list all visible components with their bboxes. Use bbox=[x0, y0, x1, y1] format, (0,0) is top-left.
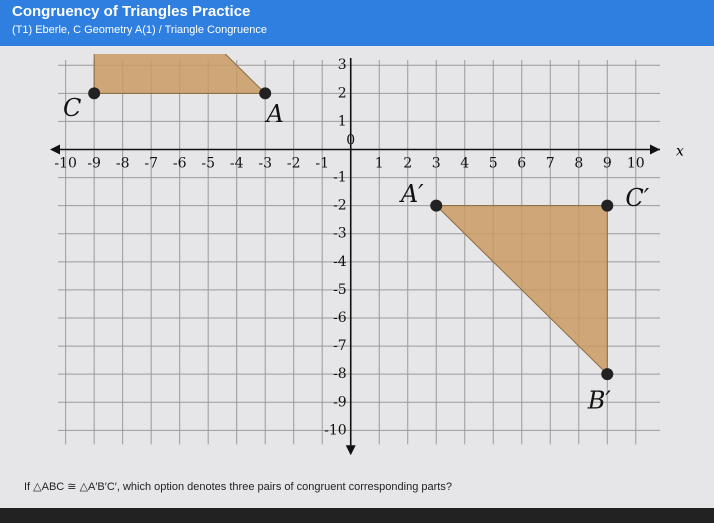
x-tick-label: 7 bbox=[546, 155, 555, 171]
point bbox=[259, 87, 272, 100]
x-tick-label: -3 bbox=[258, 155, 272, 171]
point-label: A bbox=[265, 100, 284, 128]
y-tick-label: -6 bbox=[333, 310, 347, 326]
triangle bbox=[93, 54, 267, 94]
y-tick-label: -8 bbox=[333, 366, 347, 382]
point bbox=[601, 199, 614, 212]
arrow bbox=[650, 144, 660, 155]
x-tick-label: -2 bbox=[287, 155, 301, 171]
question: If △ABC ≅ △A′B′C′, which option denotes … bbox=[24, 481, 452, 493]
y-tick-label: -3 bbox=[333, 226, 347, 242]
y-tick-label: -7 bbox=[333, 338, 347, 354]
x-tick-label: 1 bbox=[375, 155, 384, 171]
point-label: B′ bbox=[587, 387, 612, 415]
x-tick-label: 10 bbox=[627, 155, 645, 171]
x-tick-label: 2 bbox=[403, 155, 412, 171]
x-tick-label: -4 bbox=[230, 155, 244, 171]
x-tick-label: 6 bbox=[517, 155, 526, 171]
point bbox=[88, 87, 101, 100]
y-tick-label: -2 bbox=[333, 198, 347, 214]
title: Congruency of Triangles Practice bbox=[12, 3, 251, 20]
arrow bbox=[50, 144, 60, 155]
x-tick-label: 8 bbox=[574, 155, 583, 171]
arrow bbox=[345, 445, 356, 456]
graph: x-10 -9 -8 -7 -6 -5 -4 -3 -2 -101 2 3 4 5 6 7 8 9 10-10-9-… bbox=[50, 54, 684, 456]
x-tick-label: -1 bbox=[315, 155, 329, 171]
x-tick-label: 5 bbox=[489, 155, 498, 171]
x-tick-label: -8 bbox=[116, 155, 130, 171]
y-tick-label: -9 bbox=[333, 394, 347, 410]
point-label: A′ bbox=[399, 180, 424, 208]
point bbox=[601, 368, 614, 381]
y-tick-label: 3 bbox=[338, 57, 347, 73]
y-tick-label: -5 bbox=[333, 282, 347, 298]
x-tick-label: -6 bbox=[173, 155, 187, 171]
y-tick-label: -10 bbox=[324, 422, 347, 438]
point-label: C′ bbox=[625, 184, 649, 212]
x-tick-label: -7 bbox=[144, 155, 158, 171]
triangles bbox=[93, 54, 608, 376]
y-tick-label: -4 bbox=[333, 254, 347, 270]
x-tick-label: 4 bbox=[460, 155, 469, 171]
footer-bar bbox=[0, 508, 714, 523]
x-tick-label: 9 bbox=[603, 155, 612, 171]
x-tick-label: -5 bbox=[201, 155, 215, 171]
y-tick-label: 2 bbox=[338, 85, 347, 101]
axis-label: x bbox=[676, 143, 684, 159]
point bbox=[430, 199, 443, 212]
x-tick-label: -10 bbox=[54, 155, 77, 171]
header: Congruency of Triangles Practice (T1) Eb… bbox=[0, 0, 714, 46]
y-tick-label: -1 bbox=[333, 170, 347, 186]
x-tick-label: -9 bbox=[87, 155, 101, 171]
x-tick-label: 3 bbox=[432, 155, 441, 171]
x-tick-label: 0 bbox=[346, 132, 355, 148]
subtitle: (T1) Eberle, C Geometry A(1) / Triangle … bbox=[12, 24, 267, 36]
triangle bbox=[435, 205, 608, 376]
y-tick-label: 1 bbox=[338, 113, 347, 129]
point-label: C bbox=[63, 94, 81, 122]
